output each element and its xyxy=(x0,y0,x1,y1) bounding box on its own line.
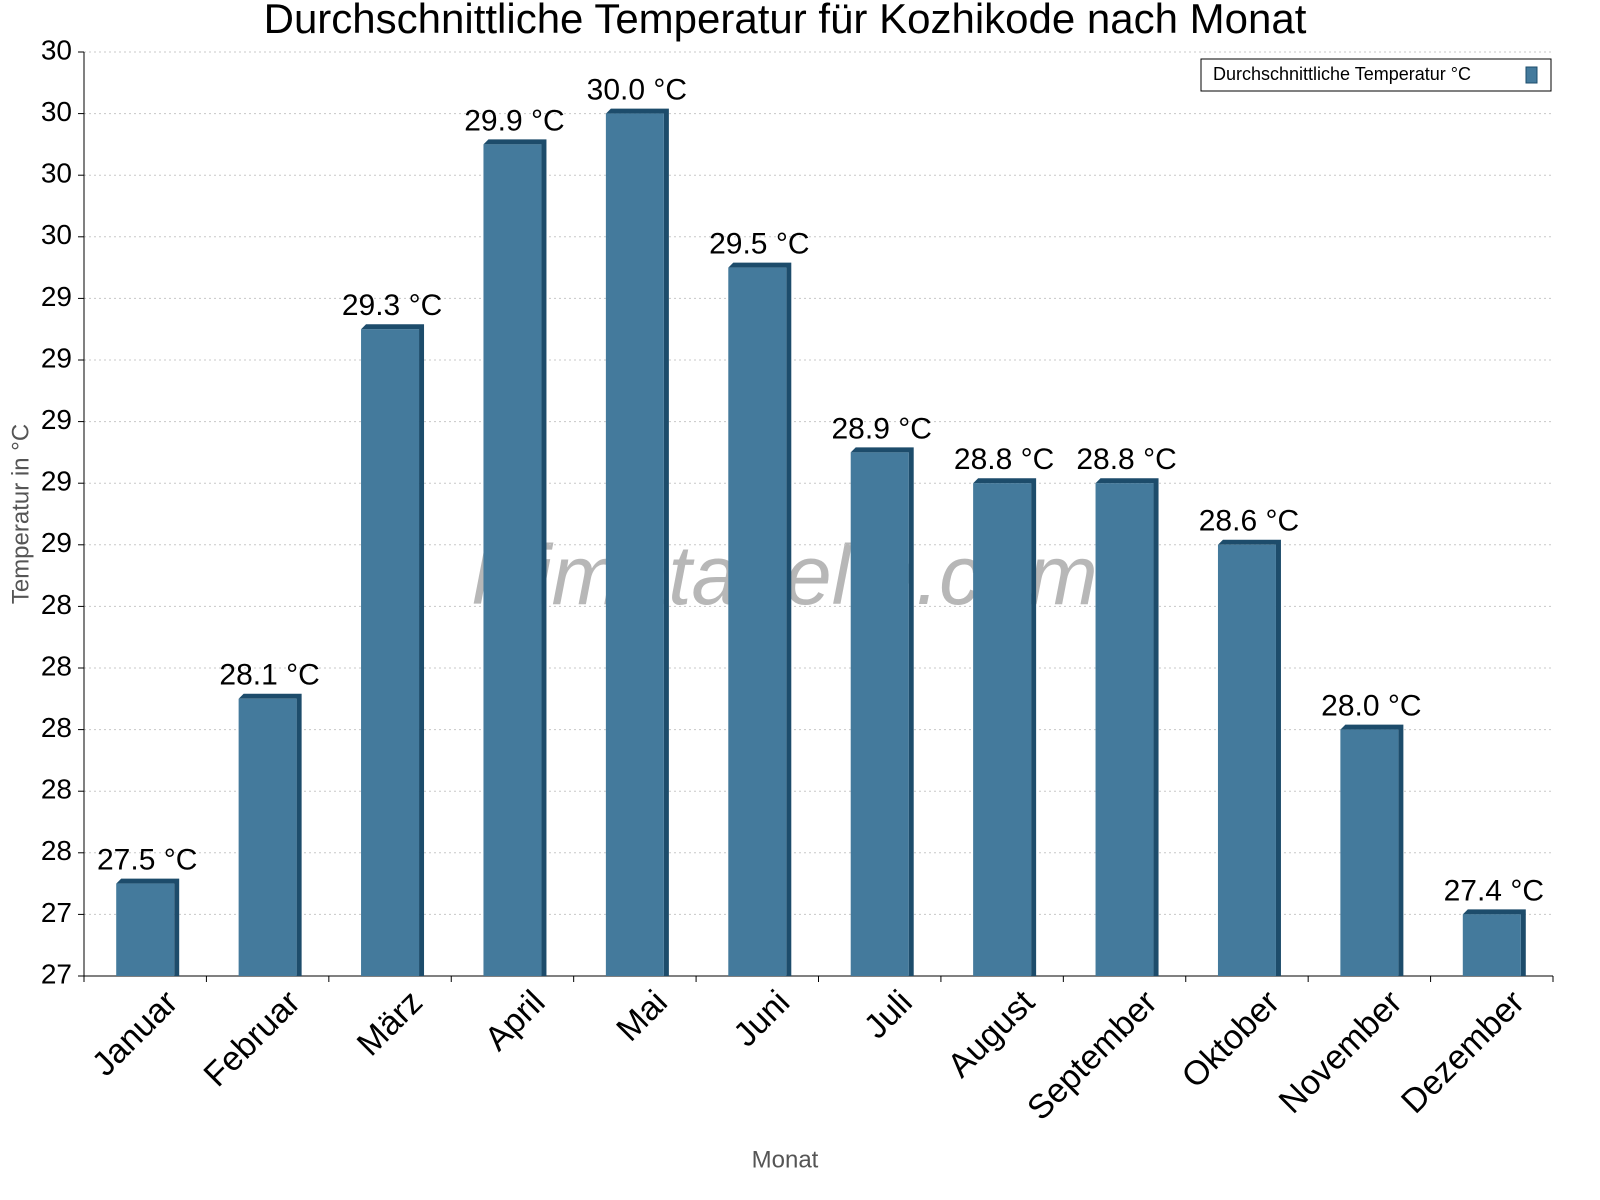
y-tick-label: 28 xyxy=(41,835,72,866)
x-axis-label: Monat xyxy=(752,1146,819,1173)
value-label: 27.5 °C xyxy=(97,844,197,877)
x-tick-label: Dezember xyxy=(1394,983,1532,1121)
y-tick-label: 30 xyxy=(41,219,72,250)
x-tick-label: April xyxy=(477,983,552,1058)
y-tick-label: 28 xyxy=(41,712,72,743)
bar xyxy=(850,452,909,976)
y-tick-label: 29 xyxy=(41,466,72,497)
x-tick-label: August xyxy=(940,983,1042,1085)
x-tick-label: März xyxy=(350,983,430,1063)
x-tick-label: September xyxy=(1020,983,1164,1127)
x-tick-label: Juli xyxy=(857,983,920,1046)
value-label: 29.5 °C xyxy=(709,228,809,261)
x-tick-label: Oktober xyxy=(1175,983,1287,1095)
x-tick-label: Januar xyxy=(85,983,185,1083)
chart-title: Durchschnittliche Temperatur für Kozhiko… xyxy=(264,0,1307,42)
y-tick-label: 29 xyxy=(41,527,72,558)
legend: Durchschnittliche Temperatur °C xyxy=(1200,58,1552,92)
y-tick-label: 30 xyxy=(41,34,72,65)
y-axis-label: Temperatur in °C xyxy=(7,424,34,604)
legend-box xyxy=(1200,58,1552,92)
y-tick-label: 29 xyxy=(41,342,72,373)
bar xyxy=(238,698,297,976)
bar xyxy=(1340,729,1399,976)
value-label: 28.0 °C xyxy=(1321,690,1421,723)
y-tick-label: 27 xyxy=(41,958,72,989)
y-tick-label: 30 xyxy=(41,96,72,127)
y-tick-label: 28 xyxy=(41,774,72,805)
bar xyxy=(1095,483,1154,976)
y-tick-label: 29 xyxy=(41,281,72,312)
bar xyxy=(605,113,664,977)
bar xyxy=(116,883,175,976)
y-tick-label: 30 xyxy=(41,158,72,189)
legend-swatch xyxy=(1525,66,1538,84)
y-tick-label: 28 xyxy=(41,589,72,620)
value-label: 28.8 °C xyxy=(954,443,1054,476)
bar xyxy=(973,483,1032,976)
value-label: 28.9 °C xyxy=(832,412,932,445)
x-tick-label: Juni xyxy=(726,983,797,1054)
y-tick-label: 27 xyxy=(41,897,72,928)
bar xyxy=(728,267,787,977)
legend-label: Durchschnittliche Temperatur °C xyxy=(1213,64,1471,84)
value-label: 28.6 °C xyxy=(1199,505,1299,538)
x-tick-label: Mai xyxy=(609,983,675,1049)
bar xyxy=(1217,544,1276,976)
y-tick-label: 29 xyxy=(41,404,72,435)
bar xyxy=(483,144,542,976)
x-tick-label: Februar xyxy=(197,983,308,1094)
y-tick-label: 28 xyxy=(41,650,72,681)
value-label: 29.3 °C xyxy=(342,289,442,322)
value-label: 30.0 °C xyxy=(587,74,687,107)
bar xyxy=(361,329,420,976)
x-tick-label: November xyxy=(1272,983,1410,1121)
value-label: 28.8 °C xyxy=(1076,443,1176,476)
bar xyxy=(1462,914,1521,976)
value-label: 29.9 °C xyxy=(464,104,564,137)
value-label: 28.1 °C xyxy=(219,659,319,692)
value-label: 27.4 °C xyxy=(1444,874,1544,907)
